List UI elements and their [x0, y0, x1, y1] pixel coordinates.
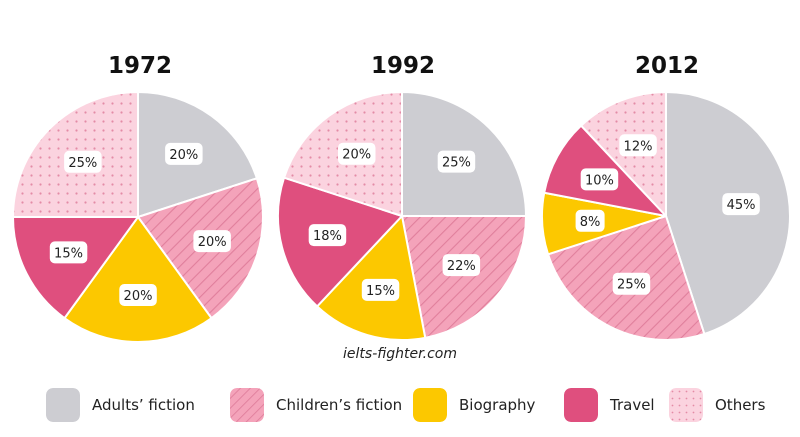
data-label-box — [442, 254, 481, 277]
legend-swatch-travel — [564, 388, 598, 422]
data-label-box — [612, 272, 651, 295]
pie-chart-2012: 2012 45% 25% 8% 10% 12% — [541, 53, 791, 341]
data-label-others-1972: 25% — [64, 150, 102, 173]
pie-chart-1992: 1992 25% 22% 15% 18% 20% — [277, 53, 527, 341]
legend-label-adults-fiction: Adults’ fiction — [92, 396, 195, 414]
watermark-text: ielts-fighter.com — [343, 346, 457, 362]
pie-slice-biography-1992 — [316, 215, 427, 341]
data-label-text: 15% — [54, 246, 83, 261]
legend-swatch-graphic — [46, 388, 80, 422]
data-label-text: 20% — [342, 148, 371, 163]
data-label-travel-2012: 10% — [580, 168, 619, 191]
data-label-box — [308, 224, 347, 247]
data-label-box — [361, 278, 400, 301]
pie-slice-travel-1972 — [12, 216, 139, 320]
data-label-text: 10% — [585, 173, 614, 188]
legend-swatch-graphic — [230, 388, 264, 422]
data-label-box — [193, 230, 231, 253]
data-label-childrens-fiction-2012: 25% — [612, 272, 651, 295]
data-label-text: 18% — [313, 229, 342, 244]
data-label-text: 20% — [124, 289, 153, 304]
data-label-adults-fiction-1992: 25% — [437, 150, 476, 173]
chart-title-1972: 1972 — [108, 53, 172, 79]
data-label-text: 15% — [366, 284, 395, 299]
legend-swatch-biography — [413, 388, 447, 422]
legend: Adults’ fiction Children’s fiction Biogr… — [0, 380, 800, 430]
data-label-box — [64, 150, 102, 173]
data-label-childrens-fiction-1992: 22% — [442, 254, 481, 277]
data-label-box — [119, 284, 157, 306]
data-label-box — [722, 193, 760, 216]
data-label-travel-1972: 15% — [49, 241, 88, 264]
pie-slice-biography-1972 — [63, 216, 213, 343]
data-label-text: 25% — [617, 278, 646, 293]
legend-swatch-graphic — [564, 388, 598, 422]
legend-label-biography: Biography — [459, 396, 536, 414]
pie-charts: 1972 20% 20% 20% 15% 25% 1992 25% 22% 15% 18% 20… — [12, 53, 791, 343]
data-label-box — [338, 142, 376, 165]
data-label-biography-1972: 20% — [119, 284, 157, 306]
data-label-text: 25% — [442, 156, 471, 171]
legend-swatch-others — [669, 388, 703, 422]
data-label-text: 45% — [727, 198, 756, 213]
data-label-biography-2012: 8% — [575, 209, 605, 232]
legend-label-travel: Travel — [610, 396, 655, 414]
data-label-others-2012: 12% — [619, 134, 657, 157]
pie-chart-1972: 1972 20% 20% 20% 15% 25% — [12, 53, 264, 343]
data-label-box — [437, 150, 476, 173]
data-label-childrens-fiction-1972: 20% — [193, 230, 231, 253]
legend-label-others: Others — [715, 396, 766, 414]
data-label-box — [49, 241, 88, 264]
data-label-box — [165, 142, 203, 165]
legend-swatch-adults-fiction — [46, 388, 80, 422]
data-label-biography-1992: 15% — [361, 278, 400, 301]
legend-swatch-childrens-fiction — [230, 388, 264, 422]
data-label-text: 20% — [198, 235, 227, 250]
data-label-text: 12% — [624, 139, 653, 154]
data-label-adults-fiction-1972: 20% — [165, 142, 203, 165]
data-label-text: 8% — [580, 215, 601, 230]
legend-swatch-graphic — [669, 388, 703, 422]
chart-title-2012: 2012 — [635, 53, 699, 79]
data-label-text: 25% — [68, 156, 97, 171]
legend-label-childrens-fiction: Children’s fiction — [276, 396, 403, 414]
data-label-adults-fiction-2012: 45% — [722, 193, 760, 216]
data-label-others-1992: 20% — [338, 142, 376, 165]
data-label-text: 22% — [447, 259, 476, 274]
legend-swatch-graphic — [413, 388, 447, 422]
chart-title-1992: 1992 — [371, 53, 435, 79]
pie-slice-childrens-fiction-1992 — [401, 215, 527, 339]
data-label-box — [575, 209, 605, 232]
data-label-box — [619, 134, 657, 157]
data-label-text: 20% — [169, 148, 198, 163]
data-label-box — [580, 168, 619, 191]
data-label-travel-1992: 18% — [308, 224, 347, 247]
